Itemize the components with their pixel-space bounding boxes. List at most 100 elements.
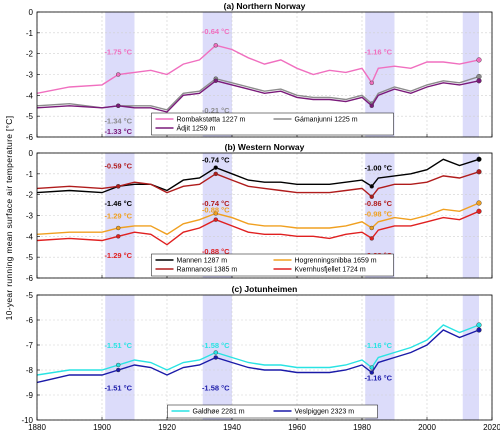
end-marker bbox=[476, 78, 482, 84]
annotation-label: -0.88 °C bbox=[202, 205, 230, 214]
panel-title: (c) Jotunheimen bbox=[232, 284, 298, 294]
x-tick-label: 2020 bbox=[483, 423, 500, 432]
period-marker bbox=[116, 225, 121, 231]
legend-entry: Mannen 1287 m bbox=[177, 258, 228, 265]
panel-3: -1.51 °C -1.51 °C -1.58 °C -1.58 °C -1.16 °C… bbox=[21, 284, 500, 432]
y-tick-label: -4 bbox=[26, 91, 34, 100]
period-marker bbox=[116, 367, 121, 373]
annotation-label: -0.98 °C bbox=[364, 209, 392, 218]
legend: Galdhøe 2281 m Veslpiggen 2323 m bbox=[167, 404, 378, 419]
legend-box bbox=[151, 112, 394, 136]
x-tick-label: 1920 bbox=[158, 423, 176, 432]
series-line bbox=[37, 210, 480, 246]
period-marker bbox=[369, 194, 374, 199]
period-marker bbox=[213, 217, 218, 222]
end-marker bbox=[476, 169, 482, 175]
period-marker bbox=[369, 80, 374, 86]
shaded-period bbox=[105, 295, 135, 420]
period-marker bbox=[213, 165, 218, 170]
annotation-label: -0.88 °C bbox=[202, 247, 230, 256]
annotation-label: -1.58 °C bbox=[202, 341, 230, 350]
annotation-label: -0.64 °C bbox=[202, 27, 230, 36]
y-tick-label: -2 bbox=[26, 191, 34, 200]
annotation-label: -1.51 °C bbox=[104, 341, 132, 350]
series-line bbox=[37, 329, 480, 384]
panel-2: -0.59 °C -1.46 °C -1.29 °C -1.29 °C -0.74 °C… bbox=[26, 142, 493, 283]
y-tick-label: -8 bbox=[26, 366, 34, 375]
series-line bbox=[37, 202, 480, 236]
y-tick-label: -1 bbox=[26, 170, 34, 179]
y-tick-label: -6 bbox=[26, 133, 34, 142]
x-tick-label: 1980 bbox=[353, 423, 371, 432]
end-marker bbox=[476, 156, 482, 162]
annotation-label: -1.58 °C bbox=[202, 384, 230, 393]
end-marker bbox=[476, 208, 482, 214]
period-marker bbox=[213, 355, 218, 360]
x-tick-label: 1900 bbox=[93, 423, 111, 432]
y-tick-label: -3 bbox=[26, 71, 34, 80]
period-marker bbox=[116, 184, 121, 189]
period-marker bbox=[213, 211, 218, 216]
annotation-label: -1.33 °C bbox=[104, 127, 132, 136]
series-line bbox=[37, 324, 480, 376]
legend-entry: Kvernhusfjellet 1724 m bbox=[295, 267, 366, 274]
panel-title: (a) Northern Norway bbox=[224, 1, 306, 11]
legend-box bbox=[167, 404, 378, 419]
annotation-label: -0.21 °C bbox=[202, 106, 230, 115]
end-marker bbox=[476, 327, 482, 333]
legend-entry: Ádjit 1259 m bbox=[177, 124, 216, 133]
y-tick-label: -5 bbox=[26, 112, 34, 121]
annotation-label: -1.29 °C bbox=[104, 251, 132, 260]
annotation-label: -0.86 °C bbox=[364, 199, 392, 208]
annotation-label: -1.16 °C bbox=[364, 341, 392, 350]
y-tick-label: -6 bbox=[26, 274, 34, 283]
annotation-label: -0.74 °C bbox=[202, 155, 230, 164]
x-tick-label: 2000 bbox=[418, 423, 436, 432]
annotation-label: -1.75 °C bbox=[104, 48, 132, 57]
period-marker bbox=[213, 78, 218, 83]
series-line bbox=[37, 158, 480, 194]
legend-entry: Galdhøe 2281 m bbox=[193, 409, 245, 416]
series-line bbox=[37, 44, 480, 94]
period-marker bbox=[116, 362, 121, 368]
period-marker bbox=[369, 365, 374, 370]
series-line bbox=[37, 80, 480, 113]
y-tick-label: -5 bbox=[26, 291, 34, 300]
legend-box bbox=[151, 253, 394, 277]
period-marker bbox=[213, 350, 218, 355]
series-line bbox=[37, 75, 480, 111]
panel-1: -1.75 °C -1.34 °C -1.33 °C -0.64 °C -0.21 °C… bbox=[26, 1, 493, 142]
annotation-label: -1.34 °C bbox=[104, 116, 132, 125]
y-tick-label: 0 bbox=[29, 8, 34, 17]
y-tick-label: -1 bbox=[26, 29, 34, 38]
period-marker bbox=[369, 103, 374, 108]
period-marker bbox=[213, 43, 218, 48]
period-marker bbox=[369, 370, 374, 375]
annotation-label: -1.29 °C bbox=[104, 212, 132, 221]
legend-entry: Rombakstøtta 1227 m bbox=[177, 117, 246, 124]
legend-entry: Veslpiggen 2323 m bbox=[295, 409, 355, 416]
annotation-label: -1.00 °C bbox=[364, 164, 392, 173]
period-marker bbox=[369, 225, 374, 231]
period-marker bbox=[116, 103, 121, 108]
y-tick-label: -2 bbox=[26, 50, 34, 59]
end-marker bbox=[476, 57, 482, 63]
shaded-period bbox=[462, 295, 479, 420]
y-tick-label: -5 bbox=[26, 253, 34, 262]
y-tick-label: -3 bbox=[26, 212, 34, 221]
annotation-label: -0.59 °C bbox=[104, 162, 132, 171]
annotation-label: -1.16 °C bbox=[364, 374, 392, 383]
annotation-label: -1.16 °C bbox=[364, 48, 392, 57]
y-tick-label: 0 bbox=[29, 149, 34, 158]
period-marker bbox=[116, 72, 121, 77]
series-line bbox=[37, 171, 480, 198]
panel-title: (b) Western Norway bbox=[225, 142, 305, 152]
legend-entry: Ramnanosi 1385 m bbox=[177, 267, 238, 274]
period-marker bbox=[369, 184, 374, 189]
legend: Mannen 1287 m Ramnanosi 1385 m Hogrennings… bbox=[151, 253, 394, 277]
end-marker bbox=[476, 200, 482, 206]
y-tick-label: -4 bbox=[26, 232, 34, 241]
plot-frame bbox=[36, 294, 493, 421]
